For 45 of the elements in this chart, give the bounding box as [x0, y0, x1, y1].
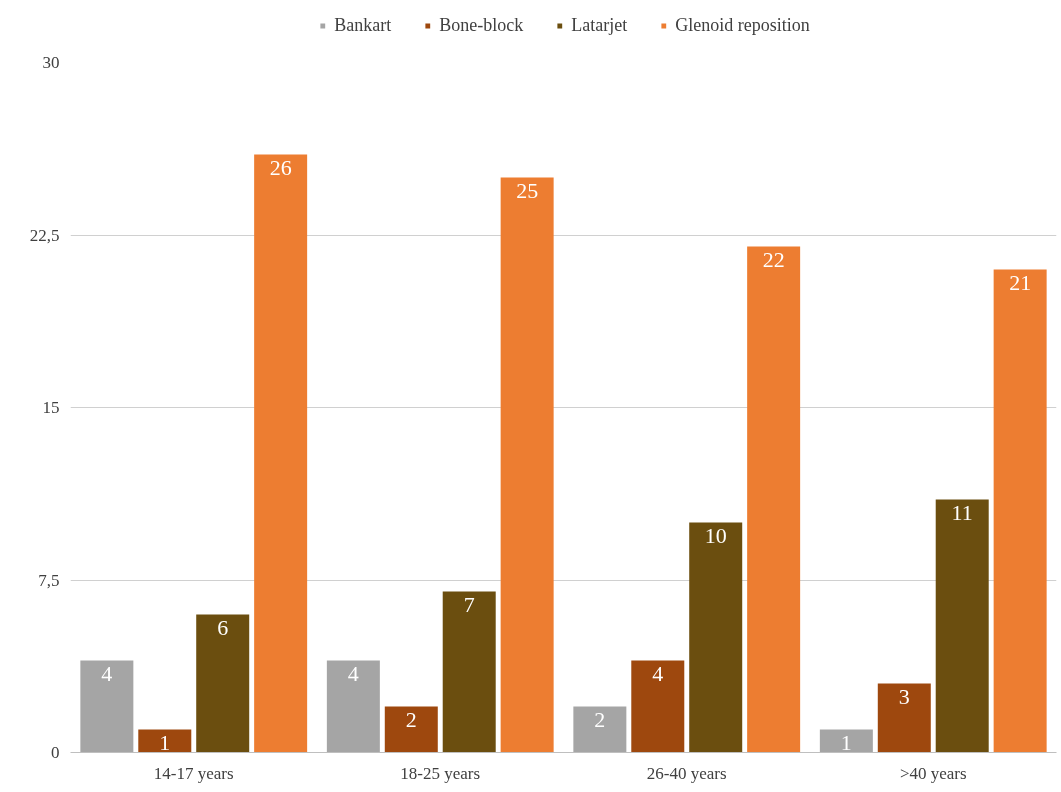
bar [80, 660, 134, 753]
legend-label: Bankart [334, 14, 392, 36]
y-tick-label: 0 [51, 743, 60, 762]
y-tick-label: 15 [42, 398, 60, 417]
bar [254, 154, 308, 753]
data-label: 21 [1009, 269, 1032, 295]
y-tick-label: 7,5 [38, 570, 60, 590]
data-label: 22 [762, 246, 785, 272]
bar [747, 246, 801, 753]
data-label: 4 [652, 660, 664, 686]
bar [384, 706, 438, 753]
data-label: 25 [516, 177, 539, 203]
bar [631, 660, 685, 753]
data-label: 2 [405, 706, 417, 732]
bar [326, 660, 380, 753]
bar [573, 706, 627, 753]
bar [993, 269, 1047, 753]
data-label: 2 [594, 706, 606, 732]
bar [935, 499, 989, 753]
bar [689, 522, 743, 753]
bar [138, 729, 192, 753]
y-tick-label: 30 [42, 53, 60, 72]
x-tick-label: >40 years [899, 763, 967, 783]
y-tick-label: 22,5 [29, 225, 60, 245]
bar [877, 683, 931, 753]
bar [442, 591, 496, 753]
bar [500, 177, 554, 753]
data-label: 1 [159, 729, 171, 755]
x-tick-label: 14-17 years [153, 763, 234, 783]
data-label: 10 [704, 522, 727, 548]
legend-label: Latarjet [571, 14, 628, 36]
data-label: 4 [101, 660, 113, 686]
data-label: 1 [840, 729, 852, 755]
data-label: 4 [347, 660, 359, 686]
data-label: 11 [951, 499, 973, 525]
bar [819, 729, 873, 753]
data-label: 7 [463, 591, 475, 617]
legend-label: Glenoid reposition [675, 14, 810, 36]
data-label: 6 [217, 614, 229, 640]
bar [196, 614, 250, 753]
x-tick-label: 26-40 years [646, 763, 727, 783]
x-tick-label: 18-25 years [400, 763, 481, 783]
legend-label: Bone-block [439, 14, 524, 36]
data-label: 26 [269, 154, 292, 180]
data-label: 3 [898, 683, 910, 709]
